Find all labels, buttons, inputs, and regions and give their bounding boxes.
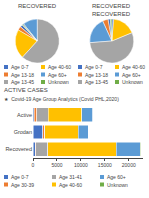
svg-text:Active: Active bbox=[17, 112, 32, 118]
svg-text:★ Covid-19 Age Group Analytic: ★ Covid-19 Age Group Analytics (Covid PH… bbox=[4, 96, 119, 102]
svg-text:RECOVERED: RECOVERED bbox=[92, 11, 131, 17]
svg-text:5000: 5000 bbox=[51, 162, 62, 168]
svg-text:Age 13-18: Age 13-18 bbox=[85, 72, 108, 78]
svg-text:20000: 20000 bbox=[122, 162, 136, 168]
svg-text:Age 13-45: Age 13-45 bbox=[85, 79, 108, 85]
svg-text:Age 40-60: Age 40-60 bbox=[48, 64, 71, 70]
svg-text:Age 0-7: Age 0-7 bbox=[85, 64, 103, 70]
svg-text:Age 60+: Age 60+ bbox=[107, 174, 126, 180]
svg-text:Recovered: Recovered bbox=[5, 146, 32, 152]
svg-text:Grodan: Grodan bbox=[14, 129, 32, 135]
svg-text:Age 31-41: Age 31-41 bbox=[59, 174, 82, 180]
svg-text:Unknown: Unknown bbox=[122, 79, 143, 85]
svg-text:10000: 10000 bbox=[74, 162, 88, 168]
svg-text:Age 13-45: Age 13-45 bbox=[11, 79, 34, 85]
svg-text:RECOVERED: RECOVERED bbox=[92, 3, 131, 9]
svg-text:Age 60+: Age 60+ bbox=[122, 72, 141, 78]
svg-text:Unknown: Unknown bbox=[107, 182, 128, 188]
svg-text:Age 40-60: Age 40-60 bbox=[122, 64, 145, 70]
svg-text:Age 30-39: Age 30-39 bbox=[11, 182, 34, 188]
svg-text:ACTIVE CASES: ACTIVE CASES bbox=[4, 87, 48, 93]
svg-text:Age 0-7: Age 0-7 bbox=[11, 64, 29, 70]
svg-text:Age 60+: Age 60+ bbox=[48, 72, 67, 78]
svg-text:15000: 15000 bbox=[98, 162, 112, 168]
svg-text:Unknown: Unknown bbox=[48, 79, 69, 85]
svg-text:Age 0-7: Age 0-7 bbox=[11, 174, 29, 180]
svg-text:Age 13-18: Age 13-18 bbox=[11, 72, 34, 78]
svg-text:0: 0 bbox=[32, 162, 35, 168]
svg-text:Age 40-60: Age 40-60 bbox=[59, 182, 82, 188]
svg-text:RECOVERED: RECOVERED bbox=[18, 3, 57, 9]
